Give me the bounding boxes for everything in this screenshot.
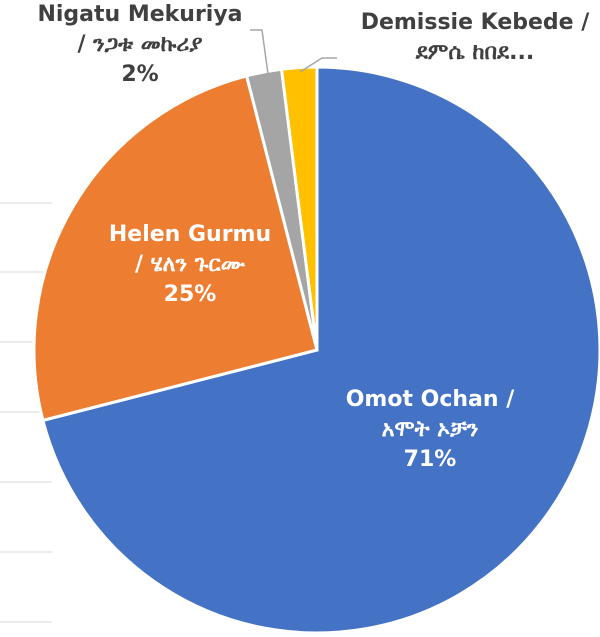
leader-line [299,57,337,73]
data-label: Demissie Kebede / ደምሴ ከበደ... [350,8,600,68]
slices [32,65,600,635]
label-box: Nigatu Mekuriya / ንጋቱ መኩሪያ 2% [25,0,255,90]
slice [32,74,319,423]
data-label: Helen Gurmu / ሄለን ጉርሙ 25% [85,220,295,310]
background-rules [0,202,52,623]
category-label: Helen Gurmu / ሄለን ጉርሙ [108,222,272,277]
slice [279,65,319,351]
value-label: 25% [163,282,217,307]
data-label: Omot Ochan / አሞት ኦቻን 71% [330,385,530,475]
value-label: 71% [403,447,457,472]
leader-line [250,29,269,75]
slice [41,65,600,635]
label-box: Omot Ochan / አሞት ኦቻን 71% [330,385,530,475]
label-box: Helen Gurmu / ሄለን ጉርሙ 25% [85,220,295,310]
data-label: Nigatu Mekuriya / ንጋቱ መኩሪያ 2% [25,0,255,90]
category-label: Demissie Kebede / ደምሴ ከበደ... [360,10,590,65]
value-label: 2% [121,62,159,87]
label-box: Demissie Kebede / ደምሴ ከበደ... [350,8,600,68]
category-label: Nigatu Mekuriya / ንጋቱ መኩሪያ [37,2,243,57]
category-label: Omot Ochan / አሞት ኦቻን [345,387,515,442]
